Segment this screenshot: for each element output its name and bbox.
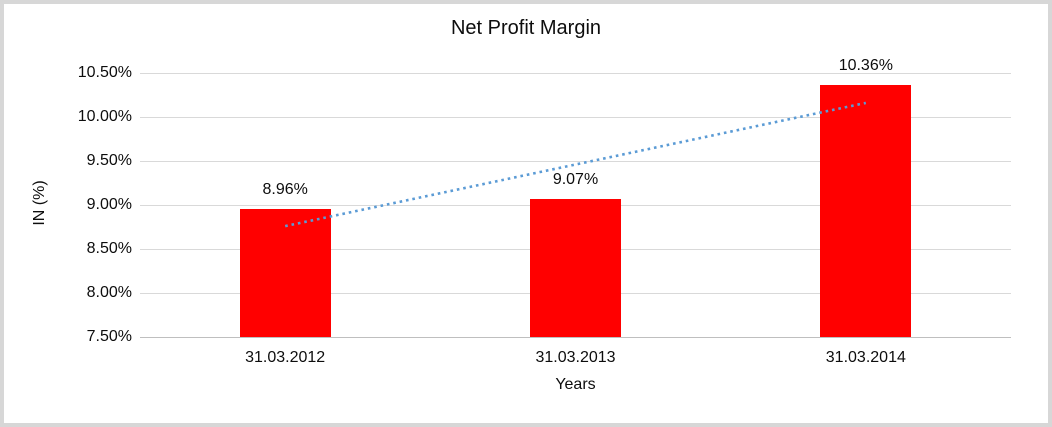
x-tick-label: 31.03.2013 bbox=[535, 349, 616, 366]
y-tick-label: 8.00% bbox=[86, 284, 132, 301]
x-axis-title: Years bbox=[555, 376, 596, 393]
data-label: 8.96% bbox=[262, 180, 308, 198]
y-axis-title: IN (%) bbox=[31, 180, 48, 226]
y-tick-label: 10.50% bbox=[77, 64, 132, 81]
bar-31.03.2013 bbox=[530, 198, 621, 337]
x-tick-label: 31.03.2012 bbox=[245, 349, 326, 366]
y-tick-label: 8.50% bbox=[86, 240, 132, 257]
chart-title: Net Profit Margin bbox=[450, 17, 602, 39]
gridline bbox=[140, 72, 1011, 74]
y-tick-label: 9.00% bbox=[86, 196, 132, 213]
data-label: 9.07% bbox=[552, 170, 599, 188]
x-tick-label: 31.03.2014 bbox=[825, 349, 906, 366]
x-axis-line bbox=[140, 336, 1011, 338]
y-tick-label: 9.50% bbox=[86, 152, 132, 169]
bar-31.03.2014 bbox=[820, 85, 912, 337]
y-tick-label: 7.50% bbox=[86, 328, 132, 345]
data-label: 10.36% bbox=[838, 57, 893, 75]
y-tick-label: 10.00% bbox=[77, 108, 132, 125]
bar-31.03.2012 bbox=[239, 208, 331, 337]
